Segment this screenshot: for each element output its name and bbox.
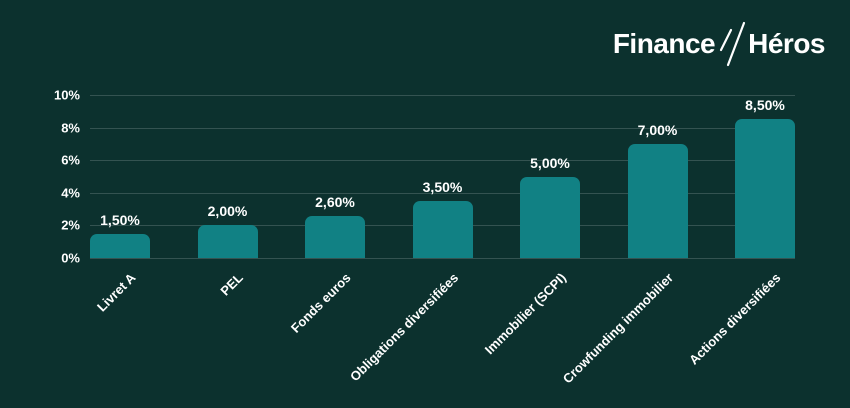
y-axis-tick-label: 4% [61, 185, 80, 201]
x-axis-category-label: Crowfunding immobilier [559, 270, 677, 387]
bar-value-label: 1,50% [100, 211, 140, 228]
y-axis-tick-label: 0% [61, 250, 80, 266]
brand-logo: Finance Héros [613, 21, 825, 67]
x-axis-category-label: Immobilier (SCPI) [481, 270, 569, 358]
bar [735, 119, 795, 258]
y-axis-tick-label: 8% [61, 120, 80, 136]
double-slash-icon [720, 21, 746, 67]
bar [627, 143, 688, 258]
gridline [90, 160, 795, 162]
bar-value-label: 8,50% [745, 97, 785, 114]
bar-value-label: 5,00% [530, 154, 570, 171]
x-axis-category-label: Livret A [94, 270, 139, 315]
x-axis-category-label: PEL [217, 270, 247, 299]
gridline [90, 95, 795, 96]
bar-value-label: 2,60% [315, 193, 355, 210]
brand-name-part1: Finance [612, 28, 716, 59]
x-axis-category-label: Actions diversifiées [686, 270, 784, 368]
bar [197, 225, 258, 258]
y-axis-tick-label: 10% [53, 87, 80, 103]
gridline [90, 127, 795, 129]
bar [305, 215, 365, 258]
y-axis-tick-label: 6% [61, 152, 80, 168]
x-axis-category-label: Fonds euros [287, 270, 354, 336]
bar [412, 200, 473, 258]
bar [520, 176, 580, 258]
bar-value-label: 3,50% [422, 178, 463, 195]
bar-value-label: 7,00% [637, 121, 678, 138]
gridline [90, 192, 795, 194]
x-axis-category-label: Obligations diversifiées [346, 270, 462, 385]
y-axis-tick-label: 2% [61, 217, 80, 233]
gridline [90, 258, 795, 259]
bar [90, 233, 150, 258]
bar-value-label: 2,00% [207, 203, 248, 220]
brand-name-part2: Héros [748, 28, 825, 59]
